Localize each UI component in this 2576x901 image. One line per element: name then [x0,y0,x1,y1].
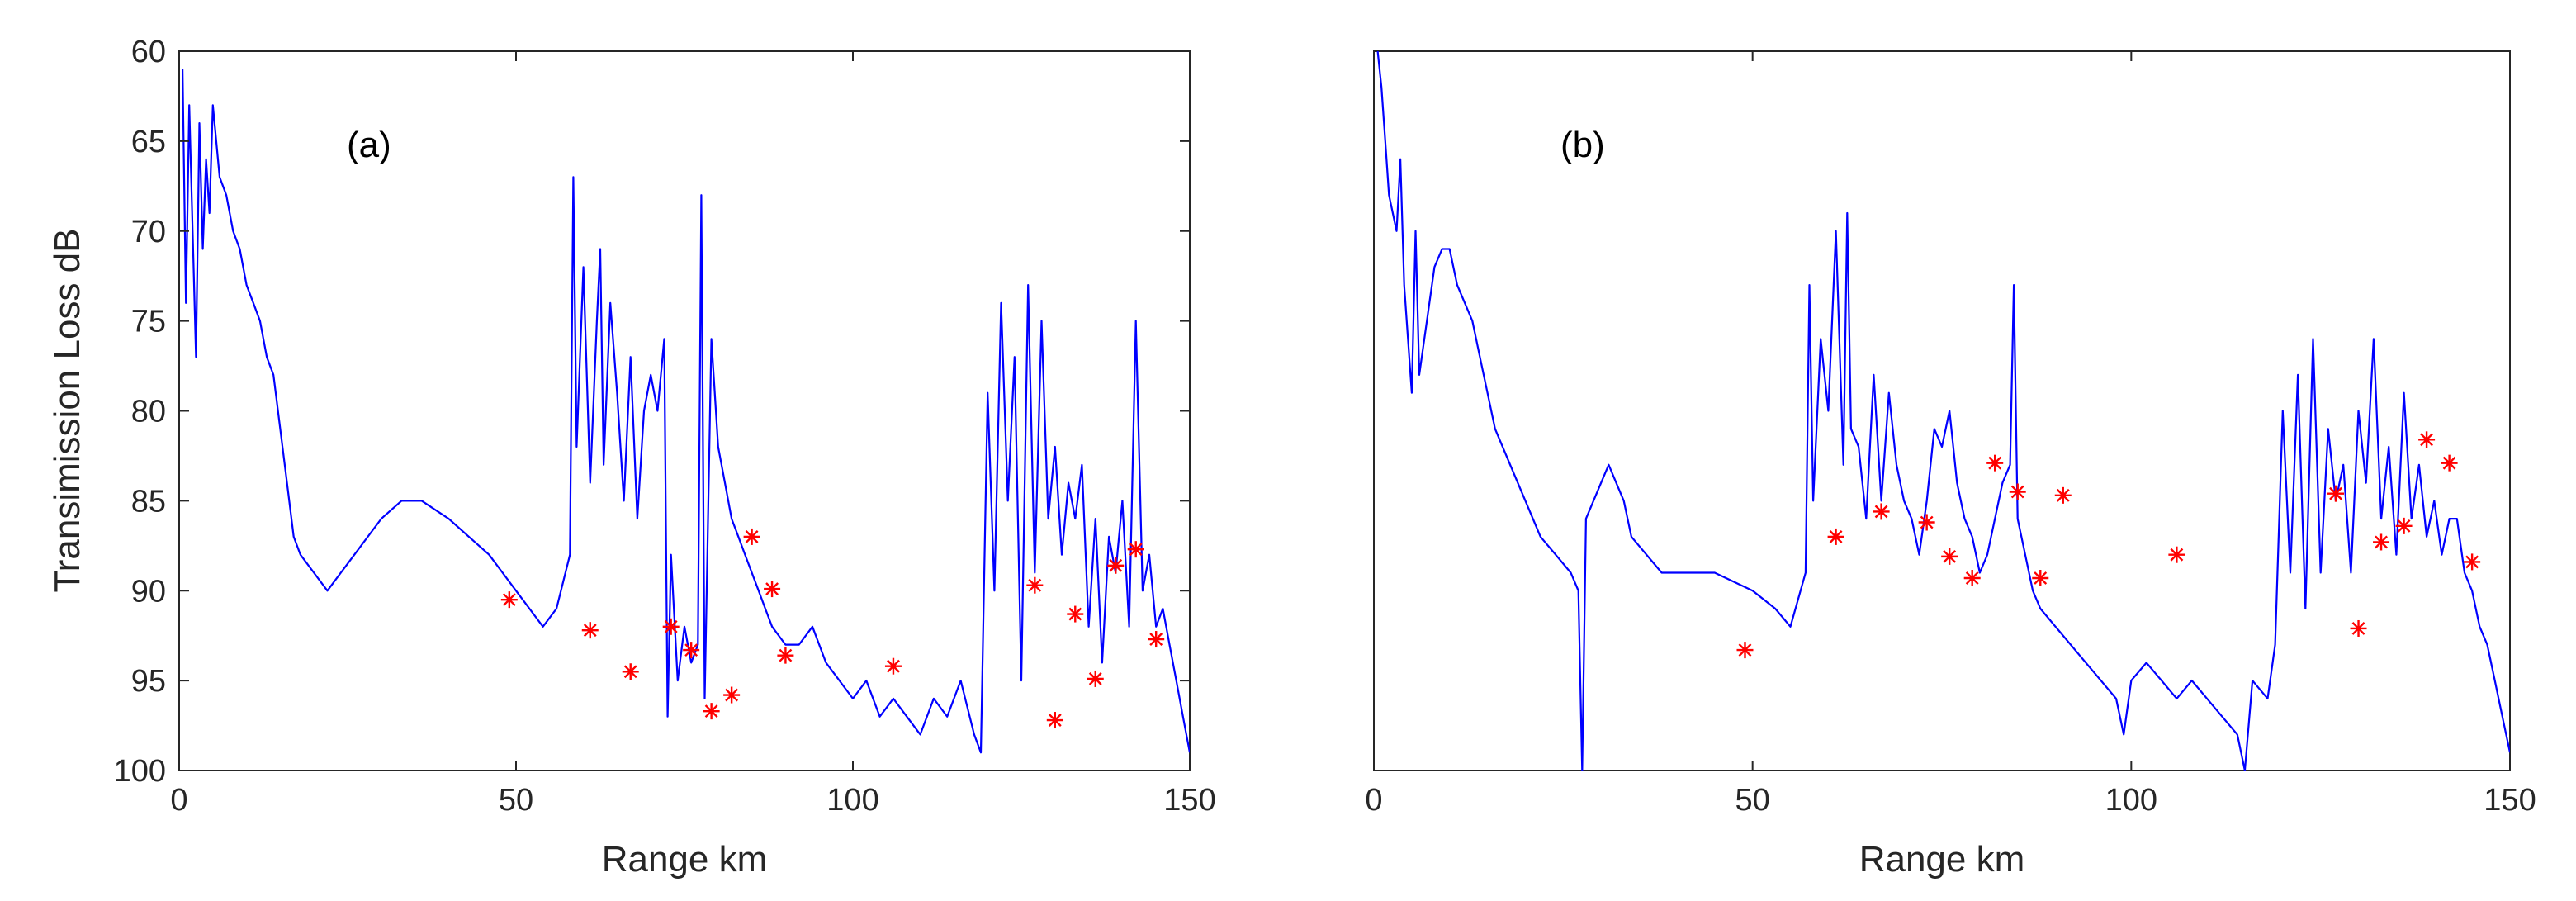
panel-b-x-tick-label: 150 [2484,783,2536,818]
panel-a-marker [1067,605,1084,623]
panel-a-y-tick-label: 65 [131,125,166,159]
panel-b-label: (b) [1560,125,1605,165]
panel-a-marker [723,686,741,704]
panel-b: 0 50 100 150 (b) Range km [1365,50,2536,880]
panel-a-x-tick-label: 0 [170,783,187,818]
panel-b-series-line [1376,51,2510,771]
panel-a-x-axis-title: Range km [602,839,768,880]
panel-a-marker [703,703,720,720]
panel-b-marker [2395,517,2413,534]
panel-b-marker [2464,553,2481,571]
panel-a-y-tick-label: 100 [114,754,166,789]
panel-b-tick-layer: 0 50 100 150 [1365,51,2536,818]
panel-a-marker [581,622,599,639]
panel-a-y-tick-label: 80 [131,395,166,429]
panel-a-marker [1046,712,1063,729]
panel-a-marker [622,663,639,680]
panel-a-series-line [182,69,1190,754]
panel-a-y-tick-label: 85 [131,484,166,519]
panel-b-marker [2009,483,2026,500]
panel-a-y-tick-label: 70 [131,215,166,249]
panel-a-x-tick-label: 150 [1163,783,1215,818]
panel-b-marker [2373,533,2390,551]
panel-a-y-tick-label: 90 [131,574,166,609]
panel-a-marker [1107,557,1125,574]
panel-b-marker [2441,454,2458,472]
panel-a-marker [1127,541,1144,558]
panel-b-marker [1918,514,1935,531]
panel-b-marker [1873,503,1890,520]
panel-b-marker [1963,570,1981,587]
panel-a-tick-layer: 0 50 100 150 60 65 70 75 80 85 90 95 100 [114,35,1216,818]
panel-b-marker [2327,485,2345,502]
panel-b-marker [2054,486,2072,504]
panel-b-marker [2350,619,2367,637]
panel-a-y-tick-label: 60 [131,35,166,69]
panel-a-marker [1148,631,1165,648]
panel-b-x-axis-title: Range km [1859,839,2025,880]
panel-a-marker [743,528,760,545]
panel-a-y-axis-title: Transimission Loss dB [47,229,88,593]
panel-b-marker [1941,548,1958,565]
panel-b-marker [1986,454,2004,472]
panel-a: 0 50 100 150 60 65 70 75 80 85 90 95 100 (a) Range k… [47,35,1216,880]
panel-a-marker [777,647,794,664]
panel-a-marker [500,591,518,609]
panel-a-marker [683,642,700,659]
panel-b-x-tick-label: 50 [1735,783,1770,818]
panel-b-x-tick-label: 0 [1365,783,1382,818]
panel-a-marker [662,618,680,635]
panel-a-axes-box [178,50,1191,771]
panel-b-series-layer [1376,51,2510,771]
panel-a-marker [1026,576,1044,594]
panel-a-y-tick-label: 95 [131,664,166,699]
panel-a-series-layer [182,69,1190,754]
panel-b-axes-box [1373,50,2511,771]
panel-a-x-tick-label: 100 [826,783,878,818]
panel-a-marker [884,657,902,675]
panel-a-marker [764,581,781,598]
panel-b-marker [2418,431,2436,448]
panel-b-marker [2032,570,2049,587]
panel-b-marker [2168,546,2185,563]
panel-a-label: (a) [347,125,391,165]
panel-b-marker [1827,528,1844,545]
panel-b-marker [1736,642,1754,659]
panel-b-x-tick-label: 100 [2105,783,2157,818]
panel-a-x-tick-label: 50 [499,783,533,818]
panel-a-marker [1087,670,1104,687]
panel-a-y-tick-label: 75 [131,305,166,339]
